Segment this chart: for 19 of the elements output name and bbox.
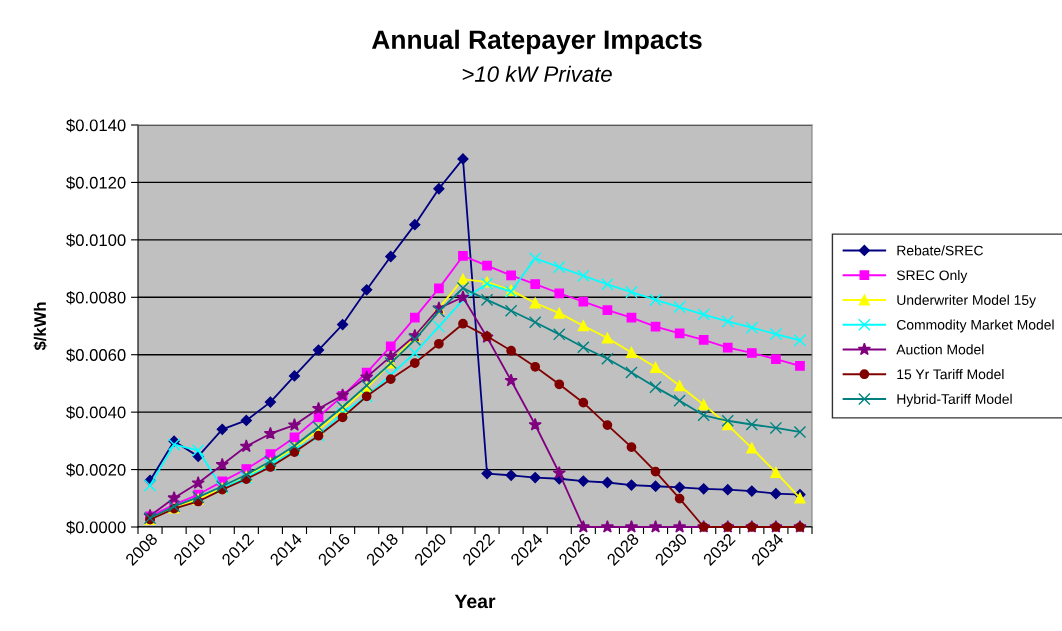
y-tick-label: $0.0020 xyxy=(66,463,126,477)
y-tick-label: $0.0120 xyxy=(66,176,126,190)
y-tick-label: $0.0100 xyxy=(66,233,126,248)
chart-subtitle: >10 kW Private xyxy=(462,65,612,82)
y-tick-label: $0.0000 xyxy=(66,520,126,535)
legend-label: 15 Yr Tariff Model xyxy=(897,369,1004,380)
y-tick-label: $0.0140 xyxy=(66,118,126,133)
legend-label: Commodity Market Model xyxy=(897,319,1054,333)
legend-label: Auction Model xyxy=(896,344,984,355)
y-tick-label: $0.0060 xyxy=(66,348,126,362)
legend-label: Hybrid-Tariff Model xyxy=(897,393,1012,407)
legend-label: Rebate/SREC xyxy=(897,245,984,256)
legend-label: SREC Only xyxy=(896,270,968,283)
y-tick-label: $0.0080 xyxy=(66,290,126,305)
legend-label: Underwriter Model 15y xyxy=(897,294,1036,308)
chart-title: Annual Ratepayer Impacts xyxy=(371,29,702,55)
y-tick-label: $0.0040 xyxy=(66,405,126,420)
x-axis-title: Year xyxy=(454,594,496,609)
y-axis-title: $/kWh xyxy=(33,302,48,351)
